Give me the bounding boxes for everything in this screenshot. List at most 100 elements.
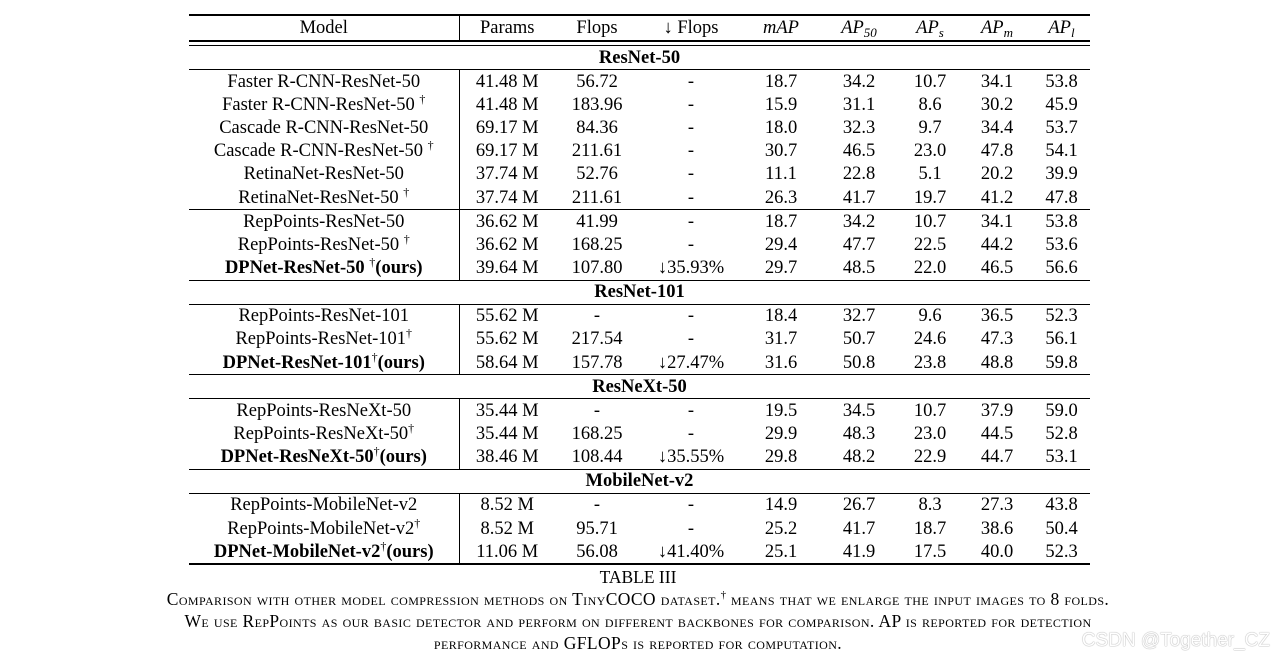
table-row: Faster R-CNN-ResNet-50 † 41.48 M 183.96 - 15… [189,93,1090,117]
cell-ap50: 34.2 [819,69,899,94]
header-aps: APs [899,15,961,41]
cell-map: 14.9 [743,492,819,517]
cell-model: RepPoints-ResNeXt-50 [189,398,460,423]
caption-line-1-b: means that we enlarge the input images t… [726,589,1110,609]
cell-model: Cascade R-CNN-ResNet-50 † [189,139,460,163]
cell-model: DPNet-ResNet-101†(ours) [189,351,460,375]
cell-params: 39.64 M [475,258,539,279]
cell-params: 38.46 M [475,447,539,468]
cell-apl: 39.9 [1045,164,1078,185]
header-map: mAP [763,18,799,38]
model-name: DPNet-ResNet-101 [222,352,372,373]
cell-aps: 9.6 [899,303,961,328]
cell-flops: 95.71 [576,518,618,539]
cell-params: 11.06 M [459,540,555,566]
cell-reduce: - [639,69,743,94]
cell-flops: - [555,492,639,517]
table-row: RepPoints-ResNet-101† 55.62 M 217.54 - 31.7 5… [189,327,1090,352]
cell-reduce: ↓27.47% [657,352,725,373]
cell-model: Cascade R-CNN-ResNet-50 [189,116,460,140]
cell-params: 55.62 M [459,303,555,328]
table-row-ours: DPNet-ResNeXt-50†(ours) 38.46 M 108.44 ↓35.… [189,444,1090,470]
section-header-row: ResNet-50 [189,46,1090,70]
cell-flops: 41.99 [555,209,639,234]
cell-ap50: 34.2 [819,209,899,234]
cell-model: DPNet-MobileNet-v2†(ours) [189,540,460,566]
cell-aps: 23.0 [913,424,947,445]
cell-apl: 52.3 [1033,303,1090,328]
header-ap50-sub: 50 [863,25,877,40]
section-title: ResNet-50 [598,47,681,68]
cell-apm: 34.1 [961,209,1033,234]
section-header-row: MobileNet-v2 [189,468,1090,494]
table-row: RepPoints-MobileNet-v2† 8.52 M 95.71 - 25.2 4… [189,515,1090,541]
cell-params: 37.74 M [475,187,539,208]
table-row-ours: DPNet-ResNet-101†(ours) 58.64 M 157.78 ↓27.… [189,351,1090,375]
cell-ap50: 48.2 [842,447,876,468]
cell-reduce: ↓41.40% [639,540,743,566]
cell-flops: 211.61 [571,141,623,162]
model-name: RetinaNet-ResNet-50 [243,164,404,185]
cell-flops: 52.76 [576,164,618,185]
cell-map: 11.1 [765,164,797,185]
cell-ap50: 50.8 [842,352,876,373]
cell-apm: 46.5 [980,258,1014,279]
cell-apl: 59.0 [1033,398,1090,423]
dagger-mark: † [414,515,421,530]
cell-apl: 50.4 [1045,518,1078,539]
ours-suffix: (ours) [386,541,434,562]
cell-reduce: - [687,117,695,138]
cell-apl: 56.1 [1045,329,1078,350]
cell-apm: 44.5 [980,424,1014,445]
cell-map: 18.7 [743,69,819,94]
table-row-ours: DPNet-ResNet-50 †(ours) 39.64 M 107.80 ↓35.… [189,256,1090,281]
table-row: RepPoints-ResNet-50 † 36.62 M 168.25 - 29.4 4… [189,231,1090,257]
cell-apm: 37.9 [961,398,1033,423]
cell-aps: 22.9 [913,447,947,468]
cell-params: 55.62 M [475,329,539,350]
section-title: MobileNet-v2 [189,468,1090,494]
cell-map: 29.9 [764,424,798,445]
model-name: RepPoints-ResNet-101 [238,306,410,327]
header-apl-sub: l [1070,25,1075,40]
cell-reduce: - [687,187,695,208]
cell-params: 37.74 M [475,164,539,185]
cell-params: 41.48 M [475,94,539,115]
cell-apl: 52.3 [1033,540,1090,566]
dagger-mark: † [403,231,410,246]
cell-apm: 41.2 [980,187,1014,208]
cell-model: RepPoints-MobileNet-v2† [189,515,460,541]
cell-aps: 24.6 [913,329,947,350]
cell-params: 41.48 M [459,69,555,94]
model-name: DPNet-ResNet-50 [224,258,370,279]
dagger-mark: † [373,444,380,459]
cell-map: 30.7 [764,141,798,162]
table-row: Cascade R-CNN-ResNet-50 69.17 M 84.36 - 18.0… [189,116,1090,140]
cell-apm: 36.5 [961,303,1033,328]
watermark: CSDN @Together_CZ [1081,630,1270,651]
comparison-table: Model Params Flops ↓ Flops mAP AP50 APs … [189,14,1090,566]
table-row: RetinaNet-ResNet-50 37.74 M 52.76 - 11.1 22.8… [189,162,1090,186]
cell-flops: 168.25 [571,424,623,445]
cell-apm: 48.8 [980,352,1014,373]
model-name: RepPoints-ResNeXt-50 [236,400,412,421]
cell-map: 26.3 [764,187,798,208]
cell-ap50: 48.5 [842,258,876,279]
model-name: RepPoints-MobileNet-v2 [230,495,418,516]
cell-reduce: - [639,398,743,423]
cell-aps: 17.5 [899,540,961,566]
dagger-mark: † [403,184,410,199]
cell-ap50: 41.9 [819,540,899,566]
table-caption: TABLE III Comparison with other model co… [0,566,1276,654]
cell-map: 25.2 [764,518,798,539]
cell-map: 19.5 [743,398,819,423]
cell-apl: 43.8 [1033,492,1090,517]
cell-params: 35.44 M [475,424,539,445]
cell-params: 35.44 M [459,398,555,423]
cell-params: 69.17 M [475,141,539,162]
table-row: RepPoints-ResNet-101 55.62 M - -18.4 32.7 9.6… [189,303,1090,328]
cell-reduce: - [687,94,695,115]
cell-params: 69.17 M [475,117,539,138]
cell-flops: 211.61 [571,187,623,208]
cell-apm: 38.6 [980,518,1014,539]
